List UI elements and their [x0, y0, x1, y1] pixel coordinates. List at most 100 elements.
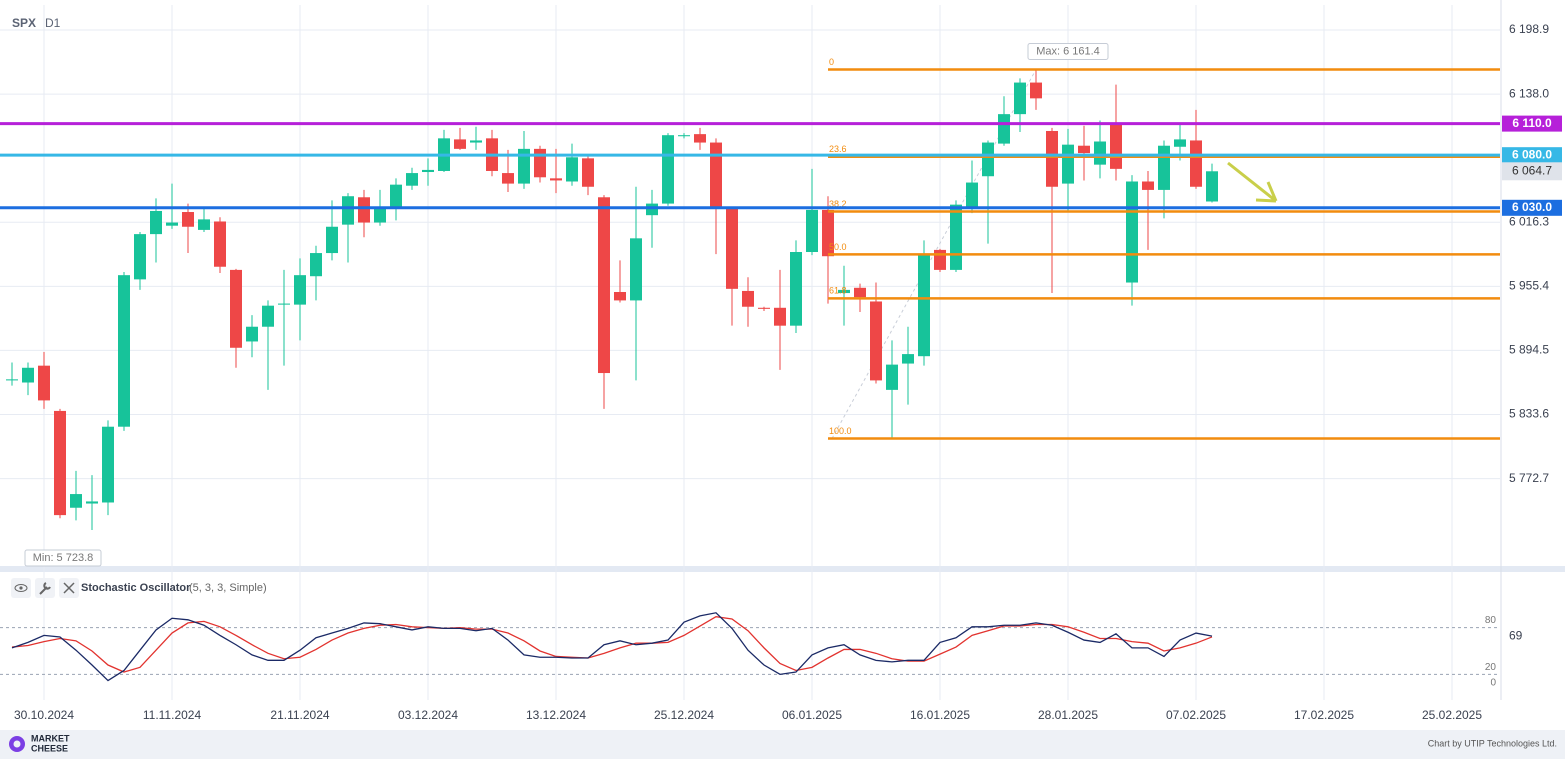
- x-tick-label: 17.02.2025: [1294, 708, 1354, 722]
- level-tag: [1502, 147, 1562, 164]
- indicator-params: (5, 3, 3, Simple): [189, 582, 267, 594]
- candle-body: [134, 234, 146, 280]
- candle-body: [1158, 145, 1170, 190]
- candle-body: [966, 182, 978, 209]
- x-tick-label: 25.12.2024: [654, 708, 714, 722]
- x-tick-label: 21.11.2024: [270, 708, 329, 722]
- candle-body: [758, 307, 770, 309]
- logo: [9, 736, 25, 752]
- y-tick-label: 0: [1490, 678, 1496, 689]
- logo-hole: [13, 740, 21, 748]
- wrench-icon: [39, 582, 51, 595]
- candle-body: [1062, 144, 1074, 184]
- fib-label: 61.8: [829, 286, 847, 296]
- y-tick-label: 5 772.7: [1509, 471, 1549, 485]
- max-label: Max: 6 161.4: [1036, 45, 1100, 57]
- candle-body: [230, 269, 242, 348]
- candle-body: [470, 140, 482, 143]
- candle-body: [374, 206, 386, 223]
- candle-body: [854, 287, 866, 298]
- candle-body: [1126, 181, 1138, 283]
- candle-body: [982, 142, 994, 177]
- candle-body: [1190, 140, 1202, 187]
- candle-body: [774, 307, 786, 326]
- candle-body: [806, 209, 818, 253]
- symbol: SPX: [12, 16, 36, 30]
- credit: Chart by UTIP Technologies Ltd.: [1428, 738, 1557, 748]
- candle-body: [102, 426, 114, 503]
- y-tick-label: 5 833.6: [1509, 407, 1549, 421]
- candle-body: [630, 238, 642, 301]
- eye-icon: [14, 584, 28, 592]
- x-tick-label: 30.10.2024: [14, 708, 74, 722]
- fib-label: 23.6: [829, 144, 847, 154]
- oscillator-value: 69: [1509, 628, 1523, 642]
- fib-label: 38.2: [829, 199, 847, 209]
- candle-body: [694, 134, 706, 143]
- candle-body: [534, 148, 546, 178]
- level-tag-label: 6 110.0: [1512, 116, 1552, 130]
- oscillator-line: [11, 612, 1213, 682]
- level-tag: [1502, 115, 1562, 132]
- x-tick-label: 07.02.2025: [1166, 708, 1226, 722]
- candle-body: [678, 135, 690, 137]
- candle-body: [118, 275, 130, 427]
- candle-body: [1014, 82, 1026, 115]
- y-tick-label: 6 138.0: [1509, 86, 1549, 100]
- candle-body: [1078, 145, 1090, 154]
- candle-body: [454, 139, 466, 149]
- fib-label: 100.0: [829, 426, 852, 436]
- indicator-controls[interactable]: [11, 578, 79, 598]
- y-tick-label: 6 016.3: [1509, 214, 1549, 228]
- candle-body: [406, 173, 418, 186]
- candle-body: [182, 212, 194, 227]
- last-price-label: 6 064.7: [1512, 163, 1552, 177]
- level-tag: [1502, 199, 1562, 216]
- candle-body: [502, 173, 514, 184]
- y-tick-label: 5 894.5: [1509, 343, 1549, 357]
- candle-body: [790, 252, 802, 326]
- x-tick-label: 25.02.2025: [1422, 708, 1482, 722]
- candle-body: [390, 184, 402, 207]
- y-tick-label: 6 198.9: [1509, 22, 1549, 36]
- indicator-title: Stochastic Oscillator: [81, 582, 191, 594]
- candle-body: [38, 365, 50, 401]
- y-tick-label: 5 955.4: [1509, 278, 1549, 292]
- brand: CHEESE: [31, 743, 68, 753]
- min-label-box: [24, 549, 102, 567]
- candle-body: [1142, 181, 1154, 190]
- candle-body: [342, 196, 354, 225]
- last-price-tag: [1502, 162, 1562, 181]
- brand: MARKET: [31, 733, 70, 743]
- candle-body: [262, 305, 274, 327]
- candle-body: [54, 410, 66, 516]
- footer-bar: [0, 730, 1565, 759]
- candle-body: [902, 354, 914, 364]
- candle-body: [1030, 82, 1042, 99]
- candle-body: [1094, 141, 1106, 165]
- timeframe: D1: [45, 16, 61, 30]
- fib-label: 0: [829, 57, 834, 67]
- x-tick-label: 11.11.2024: [143, 708, 202, 722]
- candle-body: [646, 203, 658, 216]
- oscillator-line: [11, 616, 1213, 673]
- candle-body: [1046, 130, 1058, 187]
- max-label-box: [1027, 43, 1109, 61]
- y-tick-label: 20: [1485, 662, 1497, 673]
- candle-body: [1174, 139, 1186, 147]
- candle-body: [310, 253, 322, 277]
- candle-body: [278, 303, 290, 305]
- candle-body: [1206, 171, 1218, 202]
- x-tick-label: 06.01.2025: [782, 708, 842, 722]
- candle-body: [6, 379, 18, 381]
- candle-body: [326, 226, 338, 254]
- candle-body: [86, 501, 98, 504]
- candle-body: [614, 291, 626, 301]
- eye-pupil: [19, 586, 23, 590]
- candle-body: [518, 148, 530, 184]
- candle-body: [742, 290, 754, 307]
- candle-body: [662, 135, 674, 204]
- candle-body: [566, 157, 578, 182]
- candle-body: [150, 210, 162, 235]
- candle-body: [1110, 124, 1122, 169]
